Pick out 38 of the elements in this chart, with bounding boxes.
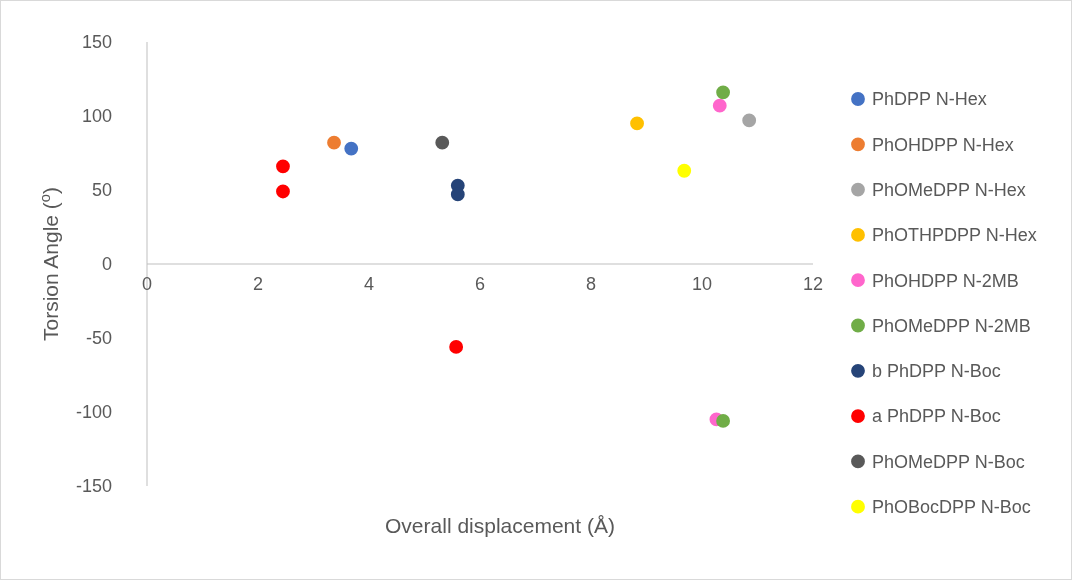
x-tick-label: 2 [252, 274, 264, 294]
y-tick-label: 150 [81, 32, 112, 53]
point [716, 413, 730, 428]
x-tick-label: 8 [585, 274, 597, 294]
point [630, 116, 644, 131]
y-tick-label: 100 [81, 106, 112, 127]
legend-label: PhOHDPP N-Hex [872, 134, 1014, 155]
x-tick-label: 6 [474, 274, 486, 294]
x-tick-label: 12 [802, 274, 824, 294]
legend-label: b PhDPP N-Boc [872, 361, 1001, 382]
point [327, 135, 341, 150]
point [449, 339, 464, 354]
point [344, 141, 359, 156]
point [435, 135, 450, 150]
x-axis-title: Overall displacement (Å) [385, 514, 615, 537]
point [716, 85, 730, 100]
y-tick-label: 0 [101, 254, 112, 275]
legend-label: PhOMeDPP N-Boc [872, 451, 1025, 472]
legend-label: PhOMeDPP N-2MB [872, 315, 1031, 336]
x-tick-label: 10 [691, 274, 713, 294]
legend-label: a PhDPP N-Boc [872, 406, 1001, 427]
point [742, 113, 757, 128]
y-tick-label: 50 [91, 180, 112, 201]
x-tick-label: 0 [141, 274, 153, 294]
legend-label: PhOMeDPP N-Hex [872, 179, 1026, 200]
point [276, 159, 290, 174]
point [677, 163, 692, 178]
point [712, 98, 727, 113]
legend-label: PhOHDPP N-2MB [872, 270, 1019, 291]
point [450, 187, 465, 202]
x-tick-label: 4 [363, 274, 375, 294]
point [276, 184, 290, 199]
y-tick-label: -50 [85, 328, 112, 349]
y-tick-label: -100 [75, 402, 112, 423]
y-tick-label: -150 [75, 476, 112, 497]
legend-label: PhOTHPDPP N-Hex [872, 225, 1037, 246]
legend-label: PhDPP N-Hex [872, 89, 987, 110]
legend-label: PhOBocDPP N-Boc [872, 497, 1031, 517]
